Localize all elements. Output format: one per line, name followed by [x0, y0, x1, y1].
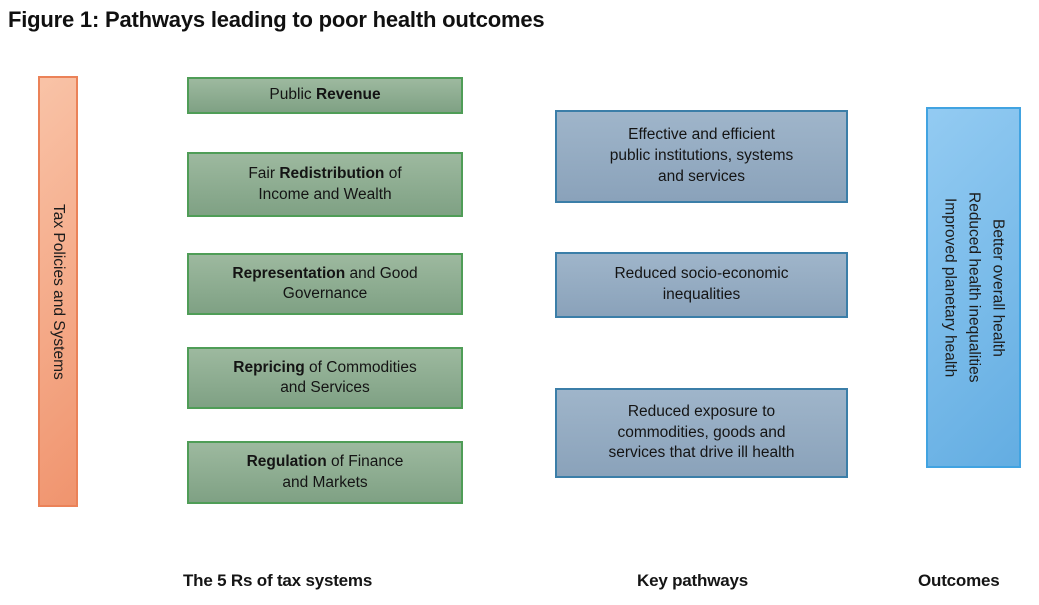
outcomes-line-better-health: Better overall health — [989, 218, 1007, 357]
inequalities-line1: Reduced socio-economic — [614, 265, 789, 283]
public-institutions-line1: Effective and efficient — [628, 126, 775, 144]
reduced-exposure-box: Reduced exposure to commodities, goods a… — [555, 388, 848, 478]
public-institutions-line2: public institutions, systems — [609, 147, 794, 165]
inequalities-line2: inequalities — [662, 286, 741, 303]
redistribution-box-line2: Income and Wealth — [258, 185, 392, 203]
figure-title: Figure 1: Pathways leading to poor healt… — [8, 7, 545, 32]
repricing-box: Repricing of Commodities and Services — [187, 347, 463, 409]
outcomes-bar: Better overall health Reduced health ine… — [926, 107, 1021, 468]
reduced-exposure-line3: services that drive ill health — [608, 444, 795, 462]
public-institutions-box: Effective and efficient public instituti… — [555, 110, 848, 203]
representation-box: Representation and Good Governance — [187, 253, 463, 315]
tax-policies-bar: Tax Policies and Systems — [38, 76, 78, 507]
tax-column-label: The 5 Rs of tax systems — [183, 571, 373, 590]
redistribution-box: Fair Redistribution of Income and Wealth — [187, 152, 463, 217]
regulation-box-line1: Regulation of Finance — [246, 453, 404, 471]
pathways-column-label: Key pathways — [637, 571, 748, 590]
outcomes-line-health-inequalities: Reduced health inequalities — [965, 192, 983, 383]
outcomes-bar-label: Better overall health Reduced health ine… — [937, 192, 1009, 382]
outcomes-line-planetary-health: Improved planetary health — [941, 197, 959, 378]
outcomes-column-label: Outcomes — [918, 571, 1000, 590]
reduced-exposure-line2: commodities, goods and — [617, 423, 786, 441]
inequalities-box: Reduced socio-economic inequalities — [555, 252, 848, 318]
repricing-box-line2: and Services — [280, 379, 370, 396]
representation-box-line2: Governance — [282, 285, 368, 302]
tax-policies-bar-label: Tax Policies and Systems — [50, 203, 67, 380]
regulation-box-line2: and Markets — [282, 473, 368, 491]
regulation-box: Regulation of Finance and Markets — [187, 441, 463, 504]
representation-box-line1: Representation and Good — [232, 264, 418, 282]
public-institutions-line3: and services — [657, 167, 745, 185]
revenue-box: Public Revenue — [187, 77, 463, 114]
repricing-box-line1: Repricing of Commodities — [233, 358, 417, 376]
reduced-exposure-line1: Reduced exposure to — [627, 402, 776, 420]
revenue-box-text: Public Revenue — [269, 86, 381, 104]
redistribution-box-line1: Fair Redistribution of — [248, 165, 402, 183]
